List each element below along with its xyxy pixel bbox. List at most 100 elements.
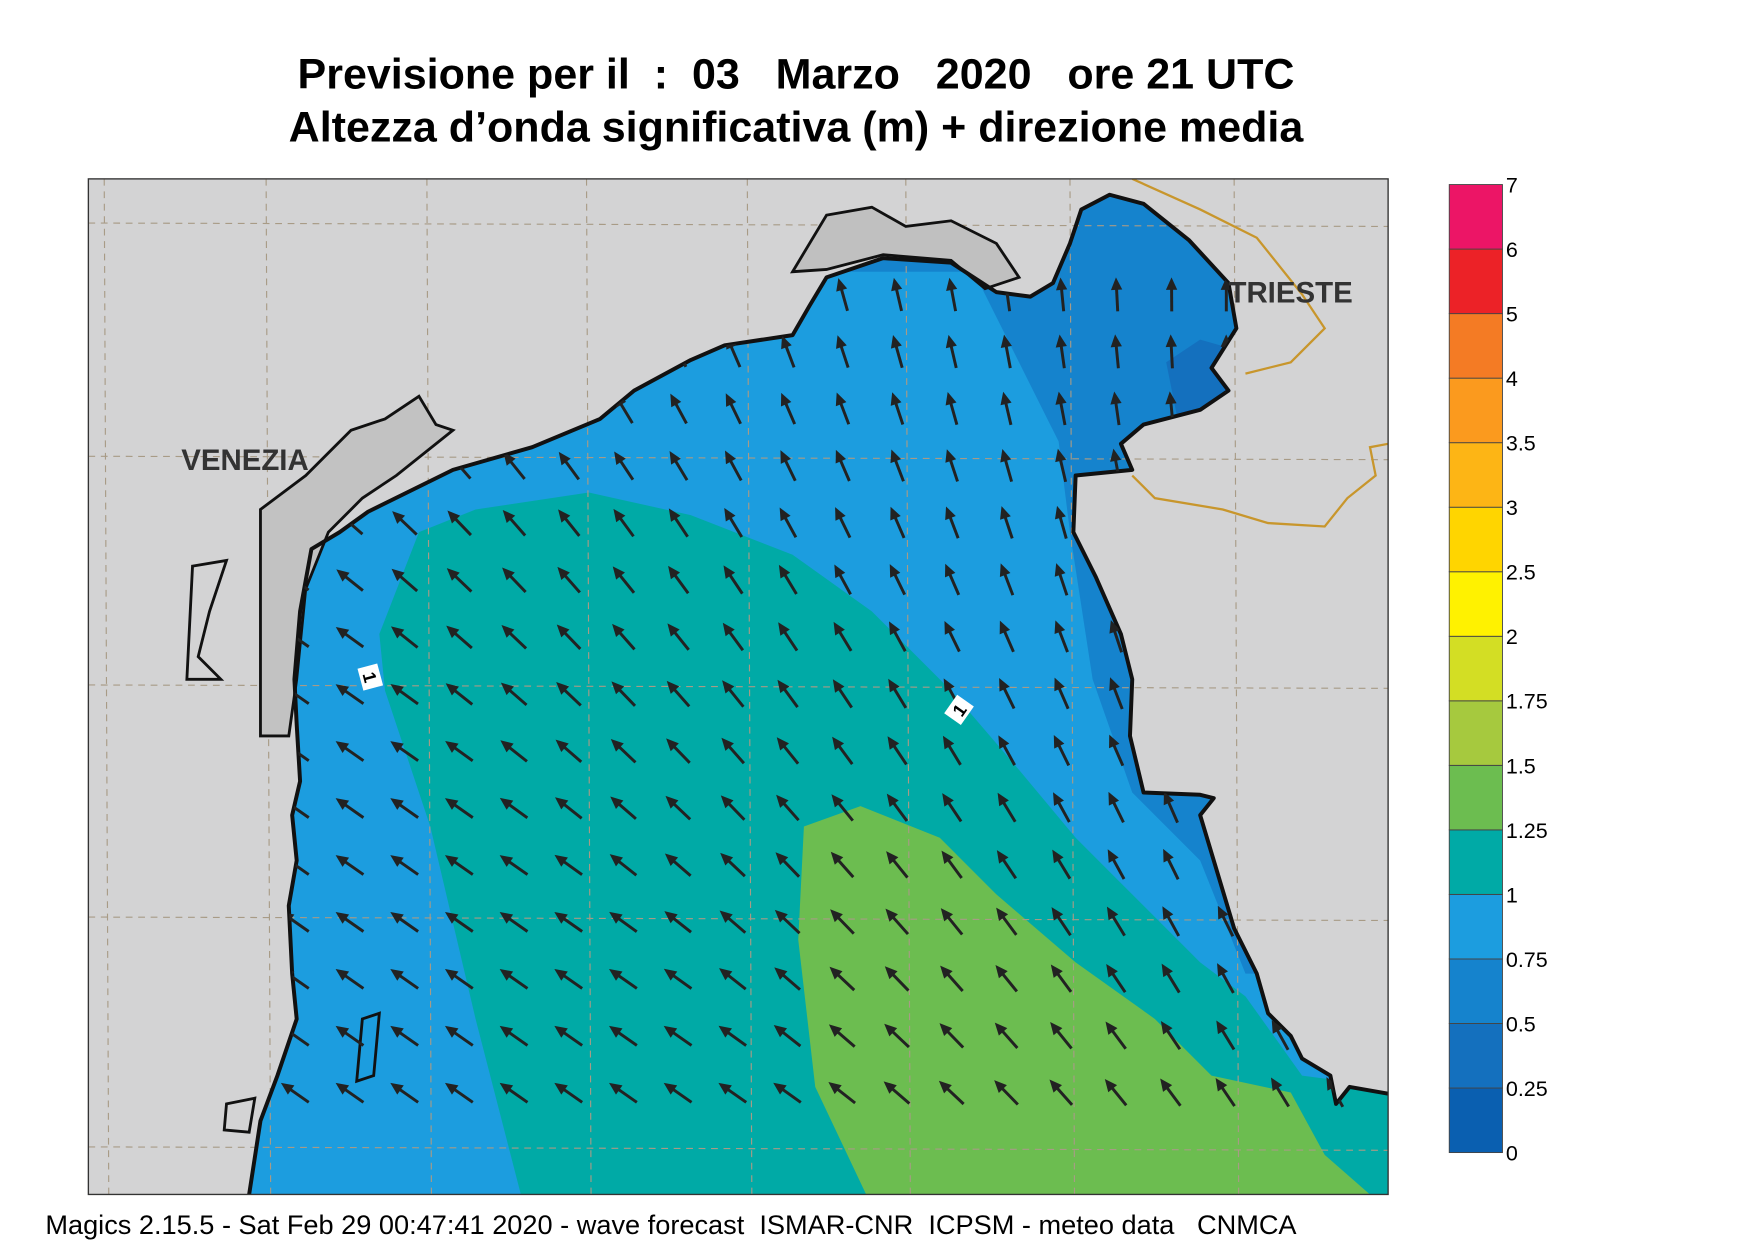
wave-arrow — [666, 738, 691, 764]
wave-arrow — [667, 623, 690, 651]
colorbar-swatch — [1448, 248, 1503, 315]
arrow-head — [554, 854, 568, 867]
arrow-head — [890, 392, 902, 406]
arrow-head — [836, 335, 847, 349]
colorbar-swatch — [1448, 313, 1503, 379]
wave-arrow — [554, 854, 583, 876]
wave-arrow — [555, 797, 583, 820]
arrow-head — [719, 910, 733, 923]
arrow-head — [945, 392, 957, 406]
wave-arrow — [994, 1022, 1019, 1049]
wave-arrow — [831, 794, 854, 822]
wave-arrow — [889, 564, 907, 596]
wave-arrow — [1054, 505, 1068, 539]
arrow-head — [669, 450, 681, 465]
arrow-head — [668, 565, 681, 580]
colorbar-label: 0 — [1506, 1141, 1518, 1165]
colorbar-swatch — [1448, 635, 1503, 702]
footer: Magics 2.15.5 - Sat Feb 29 00:47:41 2020… — [45, 1209, 1297, 1240]
arrow-head — [335, 968, 350, 981]
arrow-head — [829, 966, 843, 980]
arrow-head — [390, 626, 405, 639]
wave-arrow — [1105, 1021, 1127, 1050]
arrow-head — [1161, 963, 1173, 978]
arrow-head — [554, 968, 568, 981]
wave-arrow — [335, 798, 365, 819]
wave-arrow — [945, 506, 960, 539]
colorbar-label: 0.25 — [1506, 1077, 1548, 1101]
arrow-head — [945, 506, 956, 521]
wave-arrow — [390, 855, 419, 876]
colorbar-label: 1.5 — [1506, 754, 1536, 778]
arrow-head — [1110, 277, 1123, 291]
colorbar-label: 3 — [1506, 496, 1518, 520]
arrow-head — [774, 967, 788, 980]
arrow-head — [1054, 620, 1066, 635]
wave-arrow — [446, 568, 473, 593]
arrow-head — [938, 1080, 952, 1094]
arrow-head — [335, 1082, 350, 1095]
wave-arrow — [835, 507, 852, 539]
arrow-head — [776, 737, 789, 751]
wave-arrow — [391, 568, 419, 593]
wave-arrow — [665, 795, 692, 821]
wave-arrow — [335, 912, 365, 933]
arrow-head — [610, 738, 624, 752]
colorbar-swatch — [1448, 571, 1503, 637]
arrow-head — [445, 740, 459, 753]
arrow-head — [609, 1082, 623, 1095]
arrow-head — [1163, 848, 1174, 863]
arrow-head — [1165, 391, 1177, 405]
graticule-line — [88, 684, 1389, 689]
wave-arrow — [890, 392, 905, 425]
arrow-head — [1055, 277, 1068, 291]
wave-arrow — [724, 450, 743, 482]
arrow-head — [503, 452, 516, 466]
wave-arrow — [1055, 448, 1068, 483]
colorbar-label: 2 — [1506, 625, 1518, 649]
colorbar-label: 0.5 — [1506, 1012, 1536, 1036]
arrow-head — [777, 679, 790, 694]
arrow-head — [1163, 791, 1175, 806]
arrow-head — [723, 565, 736, 579]
wave-arrow — [499, 1025, 529, 1047]
wave-arrow — [834, 564, 852, 596]
wave-arrow — [1109, 734, 1125, 767]
arrow-head — [609, 968, 623, 981]
arrow-head — [997, 792, 1009, 807]
wave-arrow — [886, 851, 909, 879]
arrow-head — [830, 909, 843, 923]
wave-arrow — [828, 1082, 857, 1105]
wave-arrow — [719, 910, 747, 934]
wave-arrow — [447, 510, 472, 537]
map-frame — [87, 178, 1389, 1196]
wave-arrow — [612, 623, 636, 651]
wave-arrow — [501, 625, 528, 650]
arrow-head — [390, 1082, 404, 1095]
arrow-head — [444, 855, 459, 867]
wave-arrow — [995, 965, 1018, 993]
arrow-head — [499, 912, 514, 924]
arrow-head — [939, 1023, 953, 1037]
wave-arrow — [390, 798, 419, 819]
coastline — [247, 192, 1389, 1195]
arrow-head — [666, 680, 680, 694]
arrow-head — [828, 1024, 843, 1037]
arrow-head — [725, 393, 737, 407]
subtitle: Altezza d’onda significativa (m) + direz… — [289, 104, 1305, 152]
colorbar-label: 3.5 — [1506, 432, 1536, 456]
wave-arrow — [999, 620, 1015, 653]
arrow-head — [1055, 448, 1067, 463]
arrow-head — [670, 393, 682, 408]
wave-arrow — [612, 566, 636, 594]
arrow-head — [831, 794, 844, 808]
wave-arrow — [779, 507, 798, 539]
lagoon — [259, 394, 456, 738]
arrow-head — [835, 449, 847, 464]
arrow-head — [1000, 334, 1012, 348]
arrow-head — [1050, 964, 1063, 978]
arrow-head — [996, 907, 1009, 921]
colorbar-label: 1 — [1506, 883, 1518, 907]
wave-arrow — [828, 1024, 856, 1048]
arrow-head — [828, 1082, 842, 1095]
